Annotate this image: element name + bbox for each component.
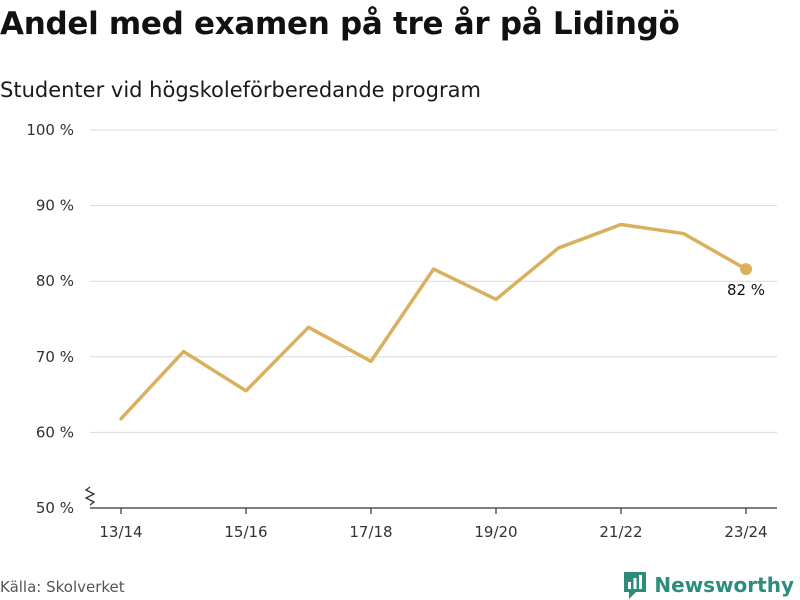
end-point-marker (740, 263, 752, 276)
newsworthy-logo-icon (624, 572, 647, 599)
brand-logo[interactable]: Newsworthy (622, 570, 794, 600)
series: 82 % (119, 222, 765, 421)
x-tick-label: 23/24 (724, 523, 767, 541)
chart-subtitle: Studenter vid högskoleförberedande progr… (0, 78, 481, 102)
y-tick-label: 60 % (36, 423, 74, 441)
axis-break-mark (84, 486, 96, 506)
end-value-label: 82 % (727, 281, 765, 299)
y-tick-label: 90 % (36, 197, 74, 215)
x-tick-label: 19/20 (474, 523, 517, 541)
chart-title: Andel med examen på tre år på Lidingö (0, 6, 680, 42)
source-note: Källa: Skolverket (0, 578, 125, 596)
brand-name: Newsworthy (654, 573, 794, 597)
x-axis (84, 486, 777, 514)
y-axis-labels: 50 % 60 % 70 % 80 % 90 % 100 % (26, 121, 74, 517)
x-tick-label: 21/22 (599, 523, 642, 541)
series-line (119, 222, 748, 421)
y-tick-label: 50 % (36, 499, 74, 517)
y-tick-label: 80 % (36, 272, 74, 290)
x-tick-label: 15/16 (224, 523, 267, 541)
y-tick-label: 70 % (36, 348, 74, 366)
gridlines (90, 129, 777, 433)
x-tick-label: 17/18 (349, 523, 392, 541)
y-tick-label: 100 % (26, 121, 74, 139)
x-axis-labels: 13/14 15/16 17/18 19/20 21/22 23/24 (99, 523, 767, 541)
line-chart: 50 % 60 % 70 % 80 % 90 % 100 % 13/14 15/16 17/1… (26, 121, 777, 541)
x-tick-label: 13/14 (99, 523, 142, 541)
